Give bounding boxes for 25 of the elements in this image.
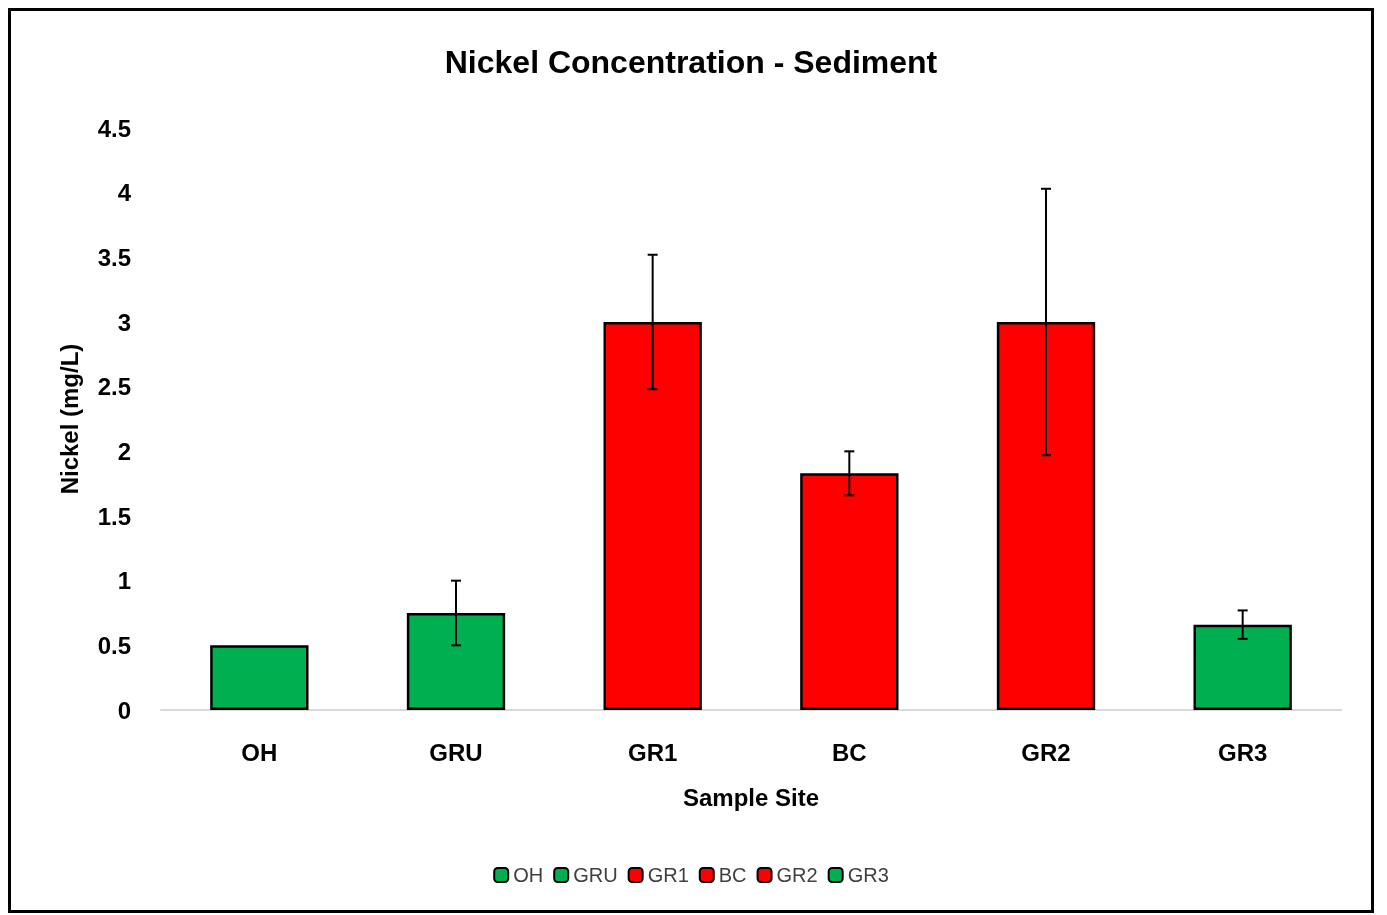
x-axis-title: Sample Site xyxy=(682,783,820,811)
y-tick-label: 0 xyxy=(117,696,131,724)
y-axis-title: Nickel (mg/L) xyxy=(55,343,83,495)
x-tick-label: GR3 xyxy=(1217,738,1268,766)
legend-label: BC xyxy=(718,864,747,886)
y-tick-label: 2.5 xyxy=(97,373,131,401)
x-tick-label: GR1 xyxy=(627,738,678,766)
y-tick-label: 3 xyxy=(117,308,131,336)
x-tick-label: BC xyxy=(832,738,867,766)
y-tick-label: 3.5 xyxy=(97,243,131,271)
x-tick-label: GRU xyxy=(429,738,483,766)
y-tick-label: 2 xyxy=(117,437,131,465)
legend-label: OH xyxy=(513,864,544,886)
y-tick-label: 4.5 xyxy=(97,114,131,142)
y-tick-label: 1.5 xyxy=(97,502,131,530)
y-tick-label: 0.5 xyxy=(97,631,131,659)
legend-label: GR2 xyxy=(776,864,818,886)
legend-label: GR3 xyxy=(847,864,889,886)
y-tick-label: 4 xyxy=(117,179,132,207)
legend-label: GR1 xyxy=(647,864,689,886)
x-tick-label: GR2 xyxy=(1021,738,1071,766)
x-tick-label: OH xyxy=(241,738,278,766)
chart-title: Nickel Concentration - Sediment xyxy=(444,44,938,80)
legend-label: GRU xyxy=(573,864,618,886)
y-tick-label: 1 xyxy=(117,567,131,595)
